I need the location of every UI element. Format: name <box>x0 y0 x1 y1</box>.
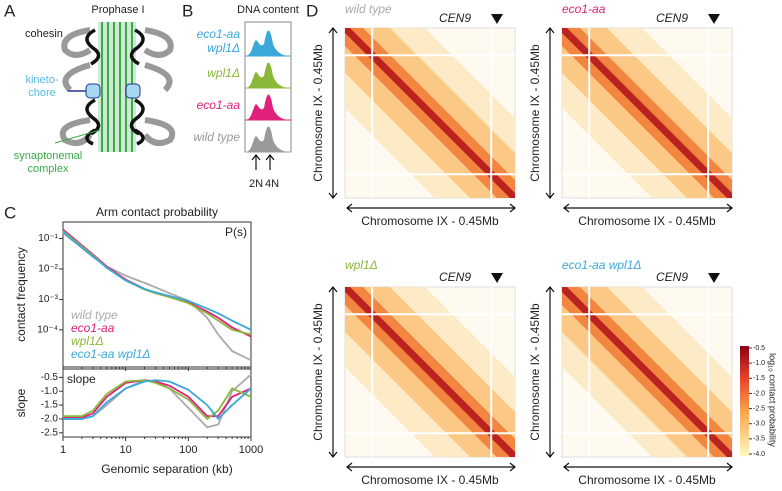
panel-title: Prophase I <box>91 4 144 16</box>
annotation: slope <box>67 372 96 386</box>
cen-marker <box>491 273 503 283</box>
ploidy-label: 2N <box>249 178 263 190</box>
genotype-label: wild type <box>345 2 392 16</box>
genotype-label: eco1-aa <box>562 2 606 16</box>
dna-histograms <box>245 30 291 153</box>
y-axis-label: Chromosome IX - 0.45Mb <box>311 44 325 182</box>
panel-letter: A <box>4 1 16 20</box>
line-series <box>63 379 252 421</box>
y-tick-label: -2.5 <box>41 427 59 438</box>
axis-arrow <box>328 286 338 458</box>
label-cohesin: cohesin <box>25 28 63 40</box>
cen-marker <box>708 14 720 24</box>
dna-peak <box>246 94 290 120</box>
label-sc: synaptonemal <box>14 150 83 162</box>
cen-label: CEN9 <box>656 11 688 25</box>
x-tick-label: 100 <box>179 444 197 456</box>
plot-frame <box>62 221 252 368</box>
colorbar <box>740 346 749 456</box>
colorbar-tick-label: -1.0 <box>753 360 765 367</box>
dna-peak <box>246 62 290 88</box>
cen-marker <box>708 273 720 283</box>
x-axis-label: Chromosome IX - 0.45Mb <box>578 473 716 487</box>
line-series <box>63 379 252 419</box>
x-axis-label: Chromosome IX - 0.45Mb <box>361 473 499 487</box>
diagonal-band <box>345 28 515 198</box>
legend-entry: eco1-aa wpl1Δ <box>71 347 150 361</box>
y-tick-label: 10⁻³ <box>38 294 58 305</box>
x-axis-label: Genomic separation (kb) <box>101 462 232 476</box>
sample-label: eco1-aa <box>197 98 241 112</box>
cen-label: CEN9 <box>439 270 471 284</box>
x-tick-label: 10 <box>120 444 132 456</box>
y-tick-label: 10⁻⁴ <box>37 324 58 335</box>
y-tick-label: 10⁻¹ <box>38 233 58 244</box>
legend-entry: wpl1Δ <box>71 334 104 348</box>
colorbar-tick-label: -3.0 <box>753 421 765 428</box>
colorbar-label: log₁₀ contact probability <box>768 353 778 447</box>
sample-label: wpl1Δ <box>207 66 240 80</box>
colorbar-tick-label: -1.5 <box>753 375 765 382</box>
sample-label: wild type <box>193 130 240 144</box>
line-series <box>62 230 252 331</box>
y-tick-label: -1.0 <box>41 386 59 397</box>
cen-marker <box>491 14 503 24</box>
y-tick-label: 10⁻² <box>38 264 58 275</box>
panel-letter: D <box>306 1 318 20</box>
axis-arrow <box>545 286 555 458</box>
cen-label: CEN9 <box>656 270 688 284</box>
y-axis-label: contact frequency <box>14 247 28 342</box>
axis-arrow <box>545 27 555 199</box>
genotype-label: wpl1Δ <box>345 258 378 272</box>
y-axis-label: slope <box>14 388 28 417</box>
colorbar-tick-label: -3.5 <box>753 436 765 443</box>
panel-letter: B <box>182 1 193 20</box>
axis-arrow <box>346 203 516 213</box>
label-sc: complex <box>28 163 69 175</box>
y-axis-label: Chromosome IX - 0.45Mb <box>528 44 542 182</box>
axis-arrow <box>328 27 338 199</box>
chromosome-cartoon <box>54 22 176 152</box>
panel-title: DNA content <box>237 4 299 16</box>
colorbar-tick-label: -0.5 <box>753 345 765 352</box>
legend-entry: eco1-aa <box>71 321 115 335</box>
ploidy-arrows <box>251 154 275 170</box>
line-series <box>63 379 252 421</box>
sample-label: wpl1Δ <box>207 41 240 55</box>
ploidy-label: 4N <box>265 178 279 190</box>
axis-arrow <box>563 462 733 472</box>
axis-arrow <box>346 462 516 472</box>
diagonal-band <box>562 287 732 457</box>
y-axis-label: Chromosome IX - 0.45Mb <box>528 303 542 441</box>
panel-letter: C <box>4 203 16 222</box>
genotype-label: eco1-aa wpl1Δ <box>562 258 641 272</box>
cen-label: CEN9 <box>439 11 471 25</box>
x-tick-label: 1000 <box>239 444 263 456</box>
dna-peak <box>246 126 290 152</box>
colorbar-tick-label: -4.0 <box>753 451 765 458</box>
axis-arrow <box>563 203 733 213</box>
y-tick-label: -2.0 <box>41 414 59 425</box>
x-axis-label: Chromosome IX - 0.45Mb <box>578 214 716 228</box>
annotation: P(s) <box>225 225 247 239</box>
label-kinetochore: chore <box>28 87 56 99</box>
diagonal-band <box>562 28 732 198</box>
colorbar-tick-label: -2.0 <box>753 390 765 397</box>
y-tick-label: -1.5 <box>41 400 59 411</box>
y-tick-label: -0.5 <box>41 372 59 383</box>
x-tick-label: 1 <box>60 444 66 456</box>
chart-title: Arm contact probability <box>96 205 218 219</box>
y-axis-label: Chromosome IX - 0.45Mb <box>311 303 325 441</box>
sample-label: eco1-aa <box>197 27 241 41</box>
diagonal-band <box>345 287 515 457</box>
colorbar-tick-label: -2.5 <box>753 405 765 412</box>
x-axis-label: Chromosome IX - 0.45Mb <box>361 214 499 228</box>
dna-peak <box>246 30 290 56</box>
plot-frame <box>62 368 252 438</box>
label-kinetochore: kineto- <box>25 74 58 86</box>
legend-entry: wild type <box>71 308 118 322</box>
